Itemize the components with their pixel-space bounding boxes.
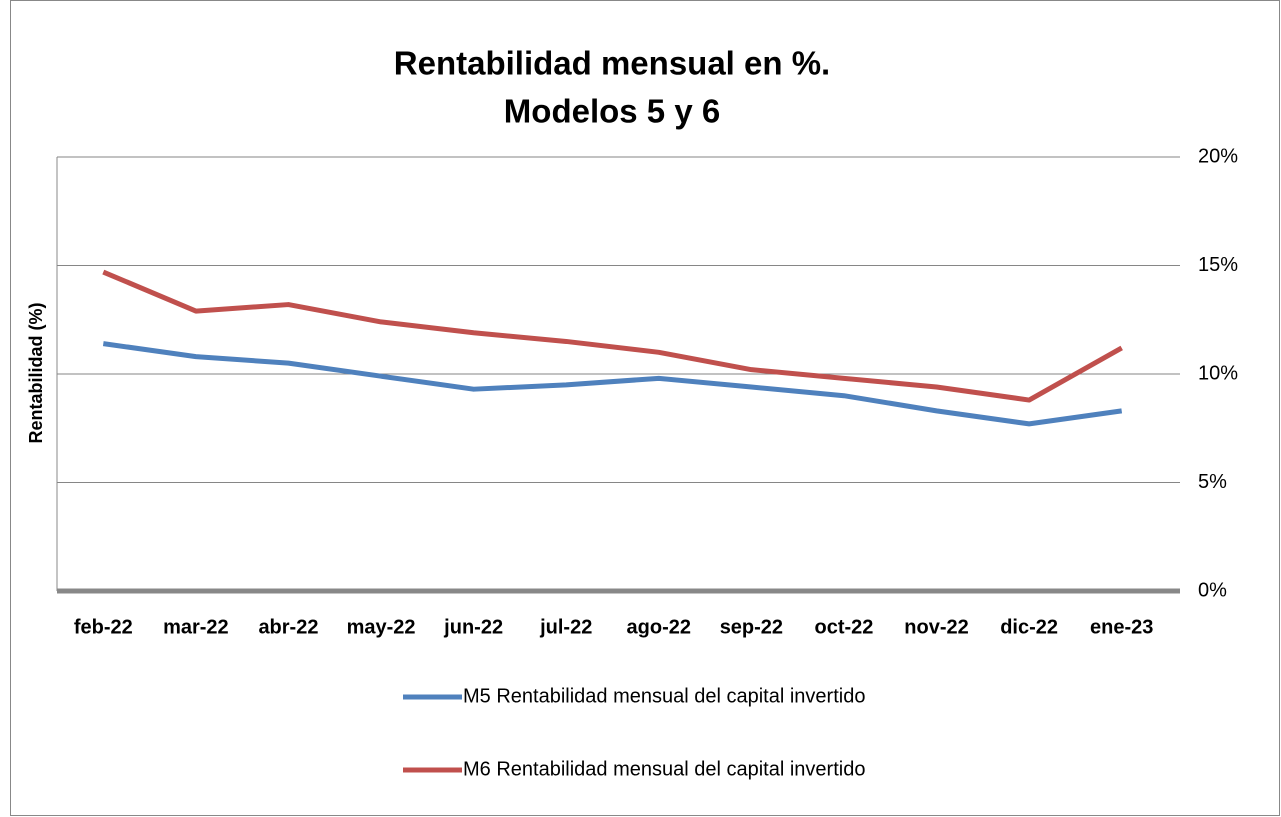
- x-tick-label: nov-22: [904, 616, 968, 638]
- legend-label: M6 Rentabilidad mensual del capital inve…: [463, 758, 865, 780]
- x-tick-label: jun-22: [443, 616, 503, 638]
- x-tick-label: abr-22: [258, 616, 318, 638]
- y-axis-label: Rentabilidad (%): [26, 302, 46, 443]
- y-tick-label: 0%: [1198, 579, 1227, 601]
- x-tick-label: oct-22: [815, 616, 874, 638]
- y-tick-label: 5%: [1198, 471, 1227, 493]
- x-tick-label: jul-22: [539, 616, 592, 638]
- chart-border: [10, 0, 1280, 816]
- y-tick-label: 15%: [1198, 254, 1238, 276]
- line-series: [102, 341, 1123, 427]
- chart-title: Modelos 5 y 6: [504, 93, 720, 130]
- y-tick-label: 20%: [1198, 145, 1238, 167]
- x-tick-label: sep-22: [720, 616, 783, 638]
- x-tick-label: mar-22: [163, 616, 229, 638]
- x-tick-label: ene-23: [1090, 616, 1153, 638]
- chart-title: Rentabilidad mensual en %.: [394, 45, 830, 82]
- y-tick-label: 10%: [1198, 362, 1238, 384]
- line-series: [102, 269, 1123, 403]
- x-tick-label: dic-22: [1000, 616, 1058, 638]
- x-tick-label: ago-22: [627, 616, 691, 638]
- legend-label: M5 Rentabilidad mensual del capital inve…: [463, 685, 865, 707]
- x-tick-label: may-22: [347, 616, 416, 638]
- x-tick-label: feb-22: [74, 616, 133, 638]
